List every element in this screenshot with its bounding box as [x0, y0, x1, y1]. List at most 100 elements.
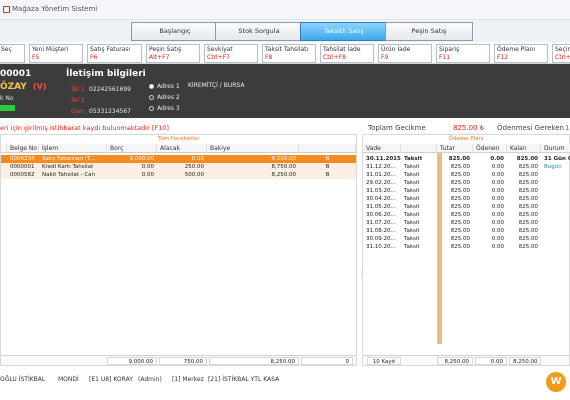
amount: 825.00 — [450, 228, 470, 234]
table-row[interactable]: 31.05.20... Taksit 825.00 0.00 825.00 — [363, 203, 569, 211]
customer-type: k No — [0, 95, 14, 102]
due-date: 31.01.20... — [366, 172, 396, 178]
table-row[interactable]: 30.04.20... Taksit 825.00 0.00 825.00 — [363, 195, 569, 203]
amount: 825.00 — [450, 196, 470, 202]
table-row[interactable]: 31.10.20... Taksit 825.00 0.00 825.00 — [363, 243, 569, 251]
installment-collection-button[interactable]: Taksit Tahsilatı F8 — [262, 44, 316, 63]
table-row[interactable]: 31.08.20... Taksit 825.00 0.00 825.00 — [363, 227, 569, 235]
column-header[interactable]: Belge No — [7, 144, 39, 153]
column-header[interactable]: Durum — [541, 144, 570, 153]
product-return-button[interactable]: Ürün İade F9 — [378, 44, 432, 63]
paid: 0.00 — [491, 164, 504, 170]
intelligence-warning[interactable]: eri için girilmiş istihbarat kaydı bulun… — [0, 124, 169, 132]
amount: 825.00 — [448, 156, 470, 162]
tab-pesin-satis[interactable]: Peşin Satış — [385, 22, 473, 41]
tab-stok-sorgula[interactable]: Stok Sorgula — [215, 22, 303, 41]
column-header[interactable] — [401, 144, 437, 153]
status — [541, 187, 570, 195]
button-shortcut: F8 — [265, 54, 273, 61]
table-row[interactable]: 29.02.20... Taksit 825.00 0.00 825.00 — [363, 179, 569, 187]
panel-splitter[interactable]: ⋮ — [358, 134, 365, 366]
table-row[interactable]: 31.12.20... Taksit 825.00 0.00 825.00 Bugün — [363, 163, 569, 171]
movements-footer: 9,000.00 750.00 8,250.00 0 — [1, 355, 356, 365]
column-header[interactable] — [1, 144, 7, 153]
tab-baslangic[interactable]: Başlangıç — [131, 22, 219, 41]
button-shortcut: Ctrl+F8 — [323, 54, 346, 61]
button-label: Yeni Müşteri — [32, 46, 69, 53]
column-header[interactable]: Vade — [363, 144, 401, 153]
button-label: Seçim — [555, 46, 570, 53]
remaining: 825.00 — [518, 220, 538, 226]
button-label: Sipariş — [439, 46, 460, 53]
app-title: Mağaza Yönetim Sistemi — [12, 5, 98, 13]
transaction: Kredi Kartı Tahsilat — [42, 164, 94, 170]
status — [541, 211, 570, 219]
button-label: Tahsilat İade — [323, 46, 361, 53]
column-header[interactable]: Bakiye — [207, 144, 299, 153]
amount: 825.00 — [450, 236, 470, 242]
debit: 0.00 — [141, 164, 154, 170]
table-row[interactable]: 0006234 Satış Faturaları (T... 9,000.00 … — [1, 155, 356, 163]
column-header[interactable]: Ödenen — [473, 144, 507, 153]
selection-button[interactable]: SeçimCtrl+ — [552, 44, 570, 63]
column-header[interactable]: Tutar — [437, 144, 473, 153]
table-row[interactable]: 0000582 Nakit Tahsilat - Carı 0.00 500.0… — [1, 171, 356, 179]
due-date: 31.07.20... — [366, 220, 396, 226]
payment-plan-button[interactable]: Ödeme Planı F12 — [494, 44, 548, 63]
total-overdue-value: 825.00 ₺ — [453, 124, 485, 132]
status: 31 Gün Ge — [544, 156, 570, 162]
table-row[interactable]: 0000001 Kredi Kartı Tahsilat 0.00 250.00… — [1, 163, 356, 171]
due-date: 31.08.20... — [366, 228, 396, 234]
button-label: Sevkiyat — [207, 46, 233, 53]
column-header[interactable]: Alacak — [157, 144, 207, 153]
tel2-label: Tel 2 — [71, 97, 85, 104]
paid: 0.00 — [491, 212, 504, 218]
paid: 0.00 — [491, 204, 504, 210]
tab-taksitli-satis[interactable]: Taksitli Satış — [300, 22, 388, 41]
cash-sale-button[interactable]: Peşin Satış Alt+F7 — [146, 44, 200, 63]
amount: 825.00 — [450, 204, 470, 210]
total-amount: 8,250.00 — [437, 357, 473, 365]
collection-return-button[interactable]: Tahsilat İade Ctrl+F8 — [320, 44, 374, 63]
due-date: 30.06.20... — [366, 212, 396, 218]
paid: 0.00 — [490, 156, 504, 162]
amount: 825.00 — [450, 220, 470, 226]
column-header[interactable] — [299, 144, 356, 153]
table-row[interactable]: 31.01.20... Taksit 825.00 0.00 825.00 — [363, 171, 569, 179]
status-store: OĞLU İSTİKBAL — [0, 376, 46, 383]
table-row[interactable]: 30.09.20... Taksit 825.00 0.00 825.00 — [363, 235, 569, 243]
title-bar: Mağaza Yönetim Sistemi — [0, 0, 570, 20]
installment-type: Taksit — [404, 212, 420, 218]
new-customer-button[interactable]: Yeni Müşteri F5 — [29, 44, 83, 63]
status — [541, 195, 570, 203]
due-date: 31.03.20... — [366, 188, 396, 194]
balance-type: B — [325, 164, 330, 170]
remaining: 825.00 — [518, 172, 538, 178]
remaining: 825.00 — [518, 188, 538, 194]
column-header[interactable]: İşlem — [39, 144, 107, 153]
address-city: KİREMİTÇİ / BURSA — [188, 82, 245, 89]
column-header[interactable]: Borç — [107, 144, 157, 153]
column-header[interactable]: Kalan — [507, 144, 541, 153]
address-2-radio[interactable] — [149, 95, 154, 100]
sales-invoice-button[interactable]: Satış Faturası F6 — [87, 44, 142, 63]
amount: 825.00 — [450, 244, 470, 250]
address-3-radio[interactable] — [149, 106, 154, 111]
payment-plan-title: Ödeme Planı — [448, 136, 484, 142]
status-branch: [1] Merkez — [172, 376, 204, 383]
shipment-button[interactable]: Sevkiyat Ctrl+F7 — [204, 44, 258, 63]
address-2-label: Adres 2 — [157, 94, 180, 101]
order-button[interactable]: Sipariş F11 — [436, 44, 490, 63]
table-row[interactable]: 31.03.20... Taksit 825.00 0.00 825.00 — [363, 187, 569, 195]
address-1-label: Adres 1 — [157, 83, 180, 90]
table-row[interactable]: 31.07.20... Taksit 825.00 0.00 825.00 — [363, 219, 569, 227]
paid: 0.00 — [491, 180, 504, 186]
table-row[interactable]: 30.06.20... Taksit 825.00 0.00 825.00 — [363, 211, 569, 219]
address-1-radio[interactable] — [149, 84, 154, 89]
amount: 825.00 — [450, 180, 470, 186]
select-button[interactable]: Seç — [0, 44, 25, 63]
status — [541, 179, 570, 187]
due-date: 30.04.20... — [366, 196, 396, 202]
paid: 0.00 — [491, 220, 504, 226]
